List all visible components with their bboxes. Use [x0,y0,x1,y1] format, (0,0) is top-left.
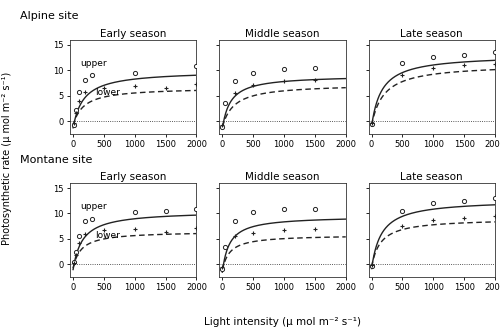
Text: Light intensity (μ mol m⁻² s⁻¹): Light intensity (μ mol m⁻² s⁻¹) [204,317,361,327]
Title: Middle season: Middle season [245,172,320,182]
Title: Late season: Late season [400,29,463,39]
Title: Early season: Early season [100,29,166,39]
Text: Montane site: Montane site [20,155,92,165]
Text: Photosynthetic rate (μ mol m⁻² s⁻¹): Photosynthetic rate (μ mol m⁻² s⁻¹) [2,72,12,245]
Title: Early season: Early season [100,172,166,182]
Text: upper: upper [80,202,107,211]
Title: Middle season: Middle season [245,29,320,39]
Text: upper: upper [80,59,107,68]
Title: Late season: Late season [400,172,463,182]
Text: Alpine site: Alpine site [20,12,78,21]
Text: lower: lower [94,88,120,97]
Text: lower: lower [94,231,120,240]
